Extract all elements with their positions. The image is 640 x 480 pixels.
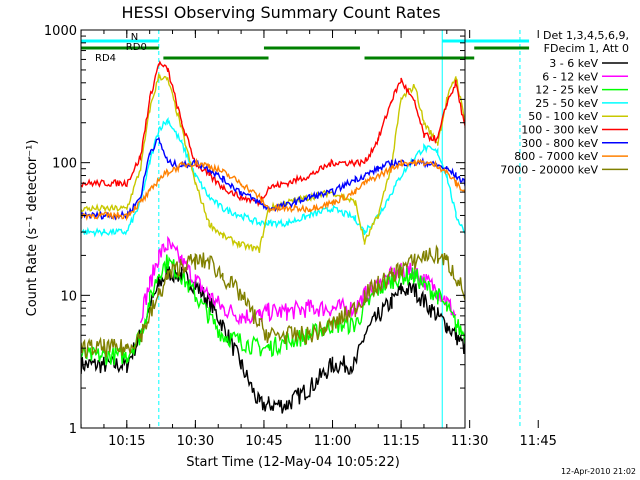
x-tick-label-4: 11:15 xyxy=(382,434,419,449)
series-line-0 xyxy=(81,264,465,414)
status-label-rd0: RD0 xyxy=(126,42,147,53)
series-group xyxy=(81,60,465,414)
status-label-rd4: RD4 xyxy=(95,53,116,64)
x-tick-label-1: 10:30 xyxy=(177,434,214,449)
series-line-8 xyxy=(81,244,465,359)
generation-timestamp: 12-Apr-2010 21:02 xyxy=(561,467,636,476)
x-tick-label-6: 11:45 xyxy=(519,434,556,449)
legend-header-line-2: FDecim 1, Att 0 xyxy=(544,42,629,55)
legend-label-4: 50 - 100 keV xyxy=(528,110,598,123)
y-tick-label-2: 100 xyxy=(52,157,77,172)
x-tick-label-3: 11:00 xyxy=(314,434,351,449)
y-tick-label-1: 10 xyxy=(60,289,77,304)
legend-label-0: 3 - 6 keV xyxy=(549,57,598,70)
y-tick-label-0: 1 xyxy=(69,422,77,437)
status-label-n: N xyxy=(131,32,138,43)
series-line-5 xyxy=(81,60,465,208)
series-line-6 xyxy=(81,137,465,221)
legend-label-2: 12 - 25 keV xyxy=(535,84,598,97)
legend-label-8: 7000 - 20000 keV xyxy=(500,163,598,176)
legend-label-1: 6 - 12 keV xyxy=(542,70,598,83)
legend-label-6: 300 - 800 keV xyxy=(521,137,598,150)
legend-label-3: 25 - 50 keV xyxy=(535,97,598,110)
x-tick-label-0: 10:15 xyxy=(108,434,145,449)
chart-title: HESSI Observing Summary Count Rates xyxy=(121,3,440,22)
legend-header-line-1: Det 1,3,4,5,6,9, xyxy=(543,29,629,42)
legend-label-5: 100 - 300 keV xyxy=(521,124,598,137)
x-tick-label-5: 11:30 xyxy=(451,434,488,449)
plot-frame xyxy=(80,29,466,429)
y-axis-label: Count Rate (s⁻¹ detector⁻¹) xyxy=(25,140,40,317)
series-line-7 xyxy=(81,157,465,222)
series-line-1 xyxy=(139,235,457,326)
y-tick-label-3: 1000 xyxy=(44,24,77,39)
x-tick-label-2: 10:45 xyxy=(245,434,282,449)
x-axis-label: Start Time (12-May-04 10:05:22) xyxy=(186,455,400,470)
series-line-4 xyxy=(81,73,465,254)
series-line-3 xyxy=(81,116,465,238)
legend-label-7: 800 - 7000 keV xyxy=(514,150,598,163)
